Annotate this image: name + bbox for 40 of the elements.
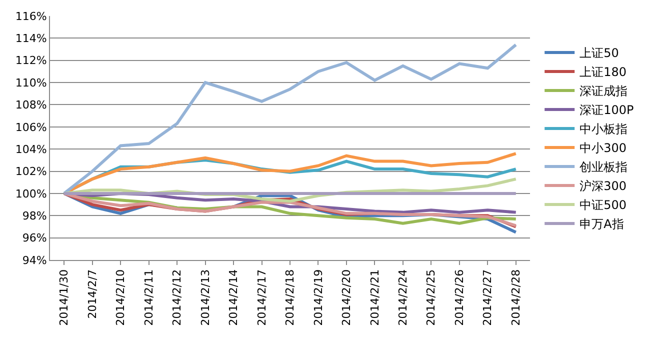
x-tick-label: 2014/2/18: [284, 269, 297, 326]
legend-label: 深证100P: [580, 103, 634, 118]
legend-label: 上证180: [580, 65, 627, 80]
legend-label: 沪深300: [580, 179, 627, 194]
legend-label: 创业板指: [580, 160, 628, 174]
legend-label: 中小300: [580, 141, 627, 156]
x-tick-label: 2014/2/19: [312, 269, 325, 326]
x-tick-label: 2014/2/28: [509, 269, 522, 326]
y-tick-label: 116%: [15, 10, 47, 23]
x-tick-label: 2014/2/20: [340, 269, 354, 326]
y-tick-label: 106%: [15, 120, 47, 134]
y-tick-label: 114%: [15, 32, 47, 46]
x-tick-label: 2014/2/13: [198, 269, 212, 326]
line-series: [62, 43, 518, 195]
x-tick-label: 2014/2/11: [142, 269, 156, 326]
x-tick-label: 2014/2/21: [368, 269, 382, 326]
x-tick-label: 2014/2/17: [255, 269, 268, 326]
y-tick-label: 98%: [22, 209, 47, 222]
x-tick-label: 2014/2/24: [396, 269, 410, 326]
y-tick-label: 100%: [15, 187, 47, 200]
y-tick-label: 104%: [15, 142, 47, 156]
x-tick-label: 2014/2/26: [452, 269, 466, 326]
legend-label: 中证500: [580, 198, 627, 212]
legend-label: 申万A指: [580, 217, 624, 232]
x-tick-label: 2014/2/12: [170, 269, 184, 326]
y-tick-label: 108%: [15, 98, 47, 112]
x-tick-label: 2014/2/10: [114, 269, 128, 326]
x-tick-label: 2014/2/7: [86, 269, 99, 319]
y-tick-label: 110%: [15, 76, 47, 90]
y-tick-label: 96%: [22, 232, 47, 245]
x-tick-label: 2014/2/27: [481, 269, 494, 326]
x-tick-label: 2014/2/25: [424, 269, 438, 326]
y-tick-label: 94%: [22, 254, 47, 267]
y-tick-label: 112%: [15, 54, 47, 68]
legend-label: 上证50: [580, 46, 619, 60]
x-tick-label: 2014/2/14: [227, 269, 240, 326]
legend-label: 中小板指: [580, 122, 628, 136]
legend-label: 深证成指: [580, 84, 628, 98]
x-tick-label: 2014/1/30: [58, 269, 71, 326]
y-tick-label: 102%: [15, 165, 47, 178]
